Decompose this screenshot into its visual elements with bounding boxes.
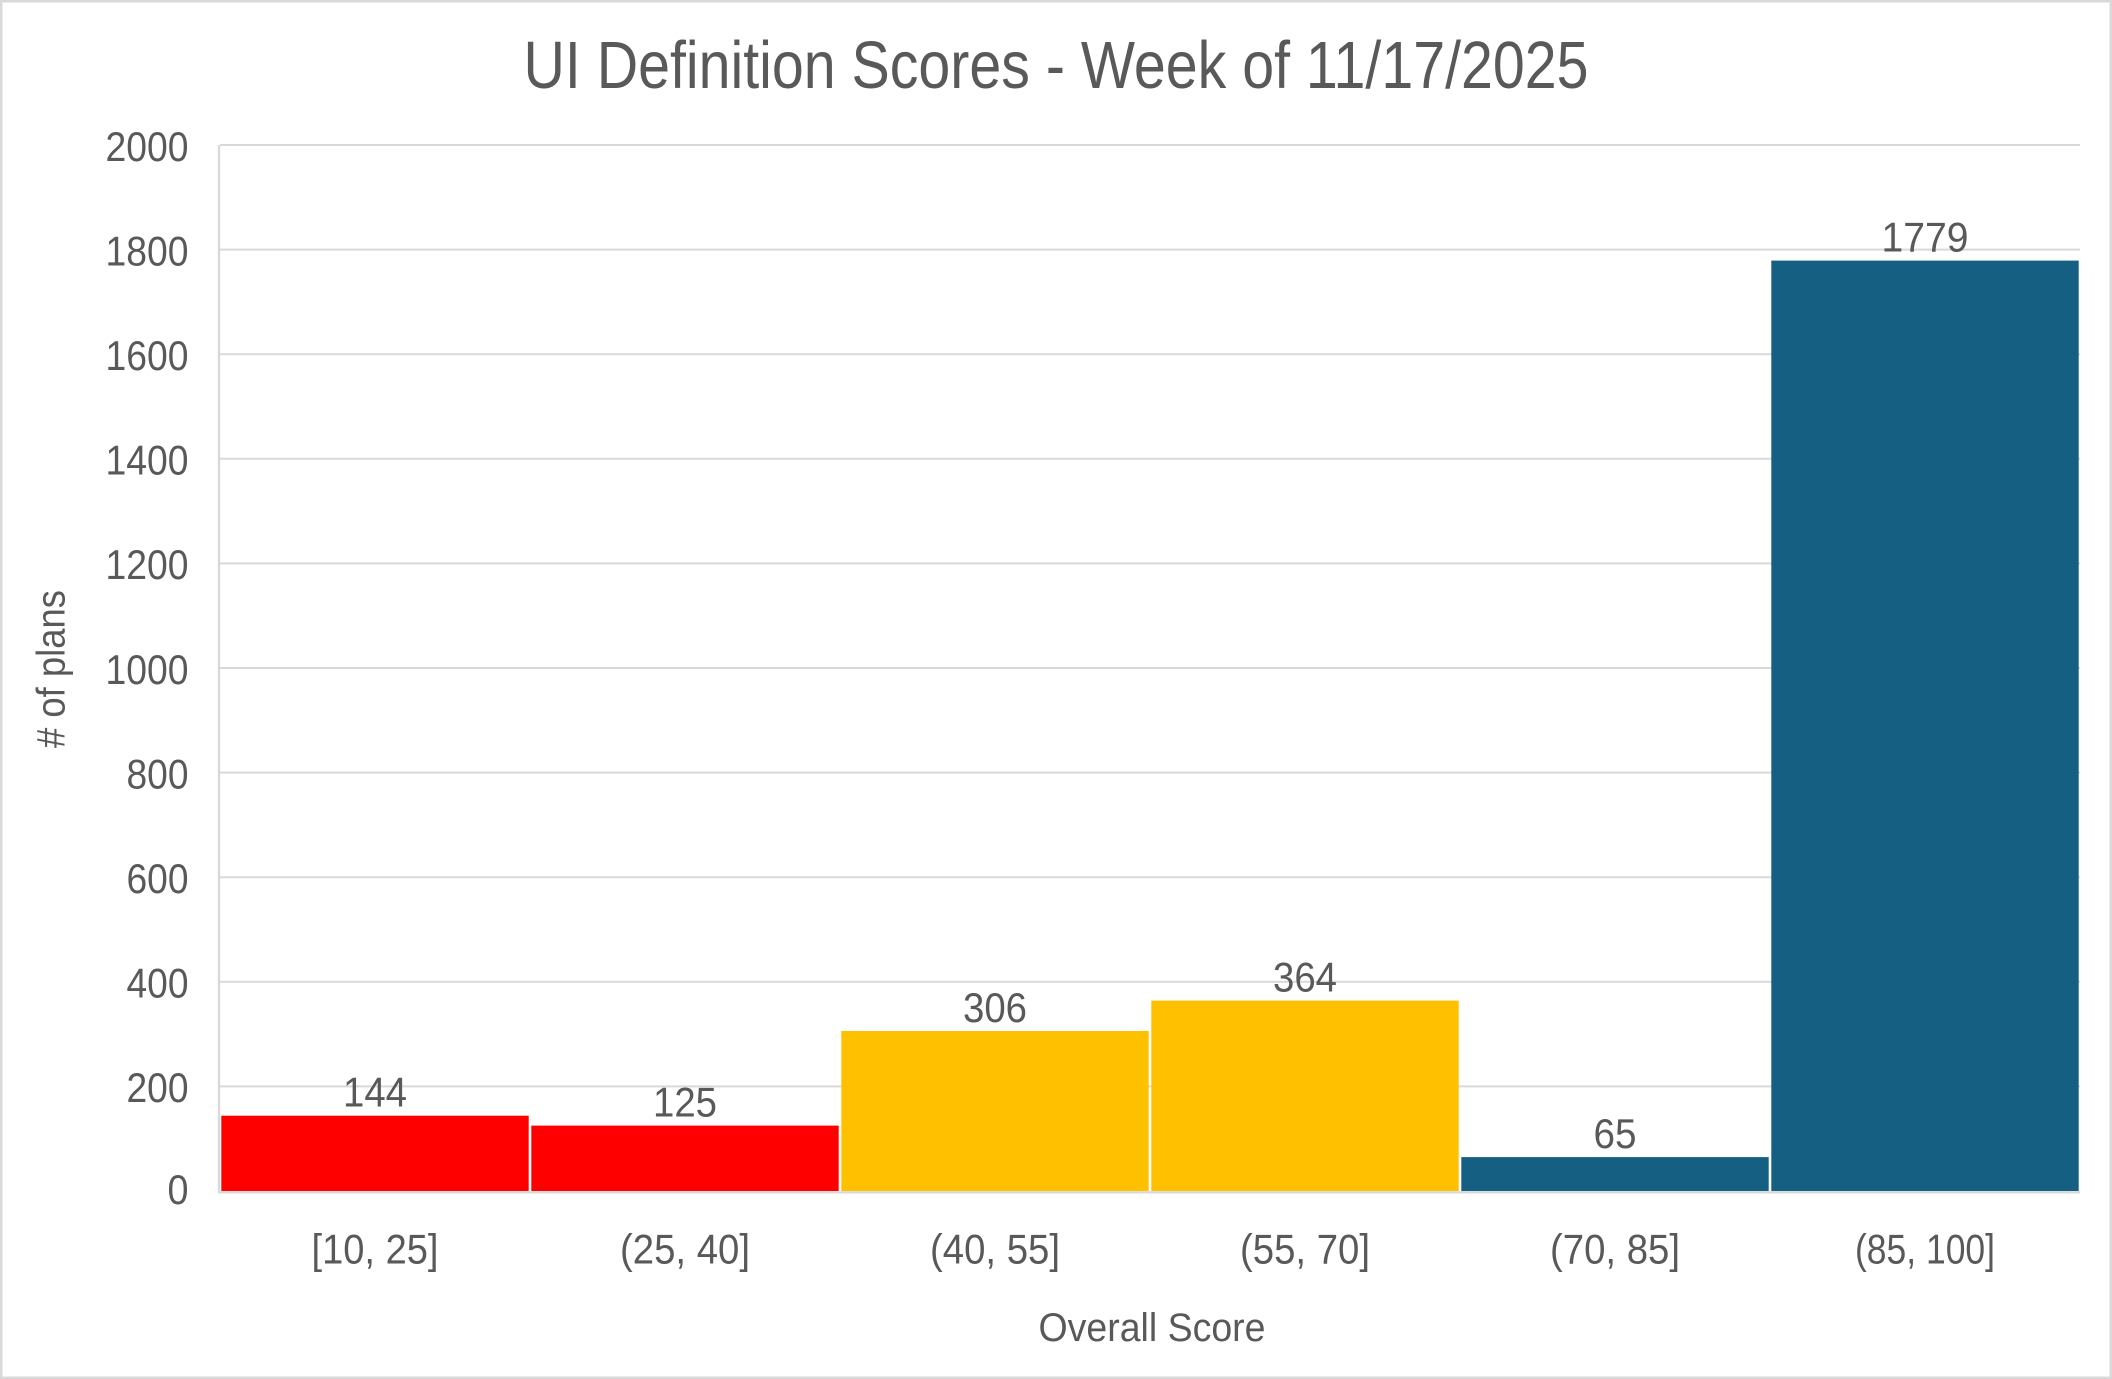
svg-text:200: 200 [127, 1064, 189, 1111]
svg-text:(70, 85]: (70, 85] [1550, 1226, 1680, 1273]
svg-text:# of plans: # of plans [30, 590, 74, 748]
svg-text:1779: 1779 [1882, 214, 1969, 261]
svg-text:364: 364 [1273, 954, 1337, 1001]
svg-text:(85, 100]: (85, 100] [1855, 1226, 1995, 1273]
svg-text:800: 800 [127, 750, 189, 797]
svg-text:1600: 1600 [106, 332, 189, 379]
svg-text:306: 306 [963, 984, 1027, 1031]
svg-text:125: 125 [653, 1079, 717, 1126]
svg-text:0: 0 [168, 1166, 189, 1213]
svg-text:600: 600 [127, 855, 189, 902]
svg-text:1800: 1800 [106, 227, 189, 274]
svg-text:[10, 25]: [10, 25] [312, 1226, 439, 1273]
svg-text:UI Definition Scores - Week of: UI Definition Scores - Week of 11/17/202… [524, 28, 1589, 103]
svg-text:1400: 1400 [106, 437, 189, 484]
svg-text:144: 144 [343, 1069, 407, 1116]
svg-text:(25, 40]: (25, 40] [620, 1226, 750, 1273]
svg-text:2000: 2000 [106, 123, 189, 170]
svg-text:400: 400 [127, 960, 189, 1007]
svg-text:1000: 1000 [106, 646, 189, 693]
svg-text:65: 65 [1594, 1110, 1637, 1157]
svg-text:1200: 1200 [106, 541, 189, 588]
svg-text:(40, 55]: (40, 55] [930, 1226, 1060, 1273]
svg-text:Overall Score: Overall Score [1039, 1306, 1266, 1350]
svg-text:(55, 70]: (55, 70] [1240, 1226, 1370, 1273]
